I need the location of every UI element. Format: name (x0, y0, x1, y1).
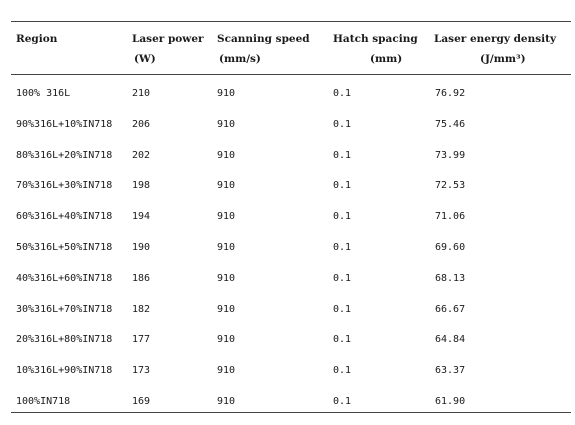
table-row: 100% 316L 210 910 0.1 76.92 (11, 87, 571, 117)
cell-region: 40%316L+60%IN718 (16, 272, 113, 284)
cell-region: 100%IN718 (16, 396, 71, 407)
cell-hatch-spacing: 0.1 (333, 334, 352, 346)
cell-hatch-spacing: 0.1 (333, 272, 352, 284)
cell-energy-density: 76.92 (435, 88, 466, 99)
cell-laser-power: 182 (132, 303, 151, 315)
cell-region: 90%316L+10%IN718 (16, 118, 113, 130)
cell-laser-power: 173 (132, 365, 151, 377)
cell-scanning-speed: 910 (217, 242, 236, 253)
header-energy-density: Laser energy density (J/mm³) (434, 33, 556, 66)
table-row: 100%IN718 169 910 0.1 61.90 (11, 395, 571, 425)
cell-region: 20%316L+80%IN718 (16, 334, 113, 346)
cell-hatch-spacing: 0.1 (333, 396, 352, 407)
header-hatch-spacing: Hatch spacing (mm) (333, 33, 418, 66)
cell-hatch-spacing: 0.1 (333, 149, 352, 161)
header-energy-density-label: Laser energy density (434, 33, 557, 45)
header-scanning-speed: Scanning speed (mm/s) (217, 33, 310, 66)
cell-scanning-speed: 910 (217, 180, 236, 192)
cell-energy-density: 69.60 (435, 242, 466, 253)
cell-hatch-spacing: 0.1 (333, 303, 352, 315)
cell-energy-density: 73.99 (435, 149, 466, 161)
header-scanning-speed-label: Scanning speed (217, 33, 310, 45)
header-hatch-spacing-label: Hatch spacing (333, 33, 418, 45)
cell-region: 30%316L+70%IN718 (16, 303, 113, 315)
cell-region: 100% 316L (16, 88, 71, 99)
table-row: 50%316L+50%IN718 190 910 0.1 69.60 (11, 241, 571, 271)
cell-energy-density: 66.67 (435, 303, 466, 315)
cell-hatch-spacing: 0.1 (333, 118, 352, 130)
header-hatch-spacing-unit: (mm) (370, 53, 403, 65)
cell-laser-power: 177 (132, 334, 151, 346)
cell-scanning-speed: 910 (217, 211, 236, 223)
cell-laser-power: 210 (132, 88, 151, 99)
cell-laser-power: 202 (132, 149, 151, 161)
cell-hatch-spacing: 0.1 (333, 365, 352, 377)
table-top-rule (11, 21, 571, 22)
cell-laser-power: 169 (132, 396, 151, 407)
cell-region: 70%316L+30%IN718 (16, 180, 113, 192)
cell-laser-power: 190 (132, 242, 151, 253)
table-row: 80%316L+20%IN718 202 910 0.1 73.99 (11, 149, 571, 179)
cell-hatch-spacing: 0.1 (333, 211, 352, 223)
cell-scanning-speed: 910 (217, 272, 236, 284)
header-scanning-speed-unit: (mm/s) (219, 53, 261, 65)
cell-energy-density: 72.53 (435, 180, 466, 192)
table-header-rule (11, 74, 571, 75)
cell-energy-density: 68.13 (435, 272, 466, 284)
cell-energy-density: 71.06 (435, 211, 466, 223)
parameters-table: Region Laser power (W) Scanning speed (m… (11, 21, 571, 407)
cell-energy-density: 64.84 (435, 334, 466, 346)
cell-laser-power: 186 (132, 272, 151, 284)
table-row: 20%316L+80%IN718 177 910 0.1 64.84 (11, 333, 571, 363)
cell-scanning-speed: 910 (217, 149, 236, 161)
cell-region: 60%316L+40%IN718 (16, 211, 113, 223)
cell-scanning-speed: 910 (217, 88, 236, 99)
cell-scanning-speed: 910 (217, 118, 236, 130)
header-region: Region (16, 33, 58, 45)
cell-energy-density: 63.37 (435, 365, 466, 377)
header-laser-power-unit: (W) (134, 53, 156, 65)
table-row: 40%316L+60%IN718 186 910 0.1 68.13 (11, 272, 571, 302)
table-row: 90%316L+10%IN718 206 910 0.1 75.46 (11, 118, 571, 148)
header-laser-power-label: Laser power (132, 33, 204, 45)
cell-scanning-speed: 910 (217, 396, 236, 407)
cell-laser-power: 206 (132, 118, 151, 130)
table-row: 60%316L+40%IN718 194 910 0.1 71.06 (11, 210, 571, 240)
cell-region: 80%316L+20%IN718 (16, 149, 113, 161)
table-header: Region Laser power (W) Scanning speed (m… (11, 22, 571, 74)
table-bottom-rule (11, 412, 571, 413)
cell-scanning-speed: 910 (217, 303, 236, 315)
cell-energy-density: 61.90 (435, 396, 466, 407)
cell-hatch-spacing: 0.1 (333, 88, 352, 99)
table-row: 70%316L+30%IN718 198 910 0.1 72.53 (11, 179, 571, 209)
cell-region: 50%316L+50%IN718 (16, 242, 113, 253)
header-energy-density-unit: (J/mm³) (480, 53, 526, 65)
table-row: 10%316L+90%IN718 173 910 0.1 63.37 (11, 364, 571, 394)
cell-laser-power: 194 (132, 211, 151, 223)
cell-hatch-spacing: 0.1 (333, 180, 352, 192)
cell-region: 10%316L+90%IN718 (16, 365, 113, 377)
cell-hatch-spacing: 0.1 (333, 242, 352, 253)
table-row: 30%316L+70%IN718 182 910 0.1 66.67 (11, 303, 571, 333)
cell-energy-density: 75.46 (435, 118, 466, 130)
cell-laser-power: 198 (132, 180, 151, 192)
header-laser-power: Laser power (W) (132, 33, 204, 66)
cell-scanning-speed: 910 (217, 334, 236, 346)
cell-scanning-speed: 910 (217, 365, 236, 377)
